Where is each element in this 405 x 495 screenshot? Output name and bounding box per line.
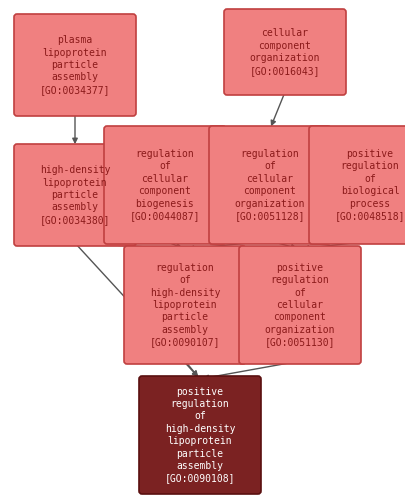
- Text: positive
regulation
of
high-density
lipoprotein
particle
assembly
[GO:0090108]: positive regulation of high-density lipo…: [164, 387, 234, 484]
- Text: cellular
component
organization
[GO:0016043]: cellular component organization [GO:0016…: [249, 28, 320, 76]
- FancyBboxPatch shape: [308, 126, 405, 244]
- FancyBboxPatch shape: [209, 126, 330, 244]
- FancyBboxPatch shape: [14, 144, 136, 246]
- FancyBboxPatch shape: [239, 246, 360, 364]
- Text: plasma
lipoprotein
particle
assembly
[GO:0034377]: plasma lipoprotein particle assembly [GO…: [40, 35, 110, 95]
- Text: regulation
of
high-density
lipoprotein
particle
assembly
[GO:0090107]: regulation of high-density lipoprotein p…: [149, 263, 220, 347]
- Text: regulation
of
cellular
component
biogenesis
[GO:0044087]: regulation of cellular component biogene…: [130, 149, 200, 221]
- Text: regulation
of
cellular
component
organization
[GO:0051128]: regulation of cellular component organiz…: [234, 149, 305, 221]
- FancyBboxPatch shape: [124, 246, 245, 364]
- Text: positive
regulation
of
biological
process
[GO:0048518]: positive regulation of biological proces…: [334, 149, 404, 221]
- FancyBboxPatch shape: [139, 376, 260, 494]
- FancyBboxPatch shape: [224, 9, 345, 95]
- FancyBboxPatch shape: [14, 14, 136, 116]
- FancyBboxPatch shape: [104, 126, 226, 244]
- Text: positive
regulation
of
cellular
component
organization
[GO:0051130]: positive regulation of cellular componen…: [264, 263, 335, 347]
- Text: high-density
lipoprotein
particle
assembly
[GO:0034380]: high-density lipoprotein particle assemb…: [40, 165, 110, 225]
